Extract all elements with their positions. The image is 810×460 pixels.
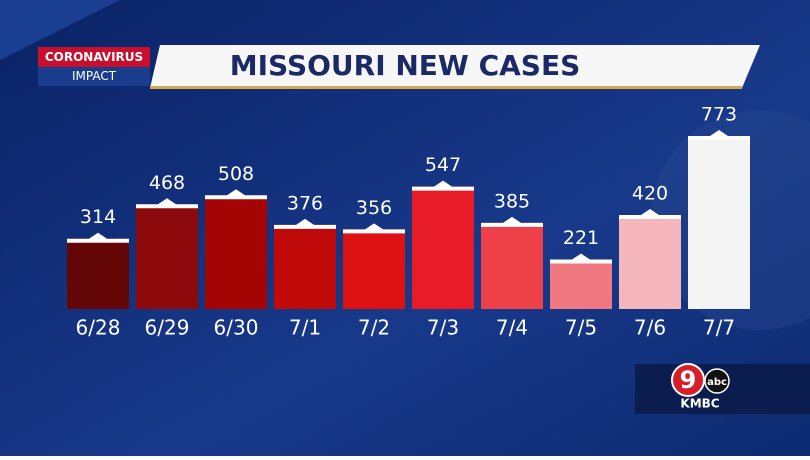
bar-cap xyxy=(550,253,612,264)
value-label: 314 xyxy=(80,206,116,228)
logo-network: abc xyxy=(707,377,727,388)
x-tick-label: 7/6 xyxy=(634,316,666,340)
value-label: 468 xyxy=(149,172,185,194)
logo-station: KMBC xyxy=(680,397,719,411)
title-banner xyxy=(150,45,760,88)
banner-underline xyxy=(150,86,742,89)
bar xyxy=(274,224,336,309)
x-tick-label: 7/1 xyxy=(289,316,321,340)
bar-cap xyxy=(343,223,405,234)
background-stripe xyxy=(0,0,120,60)
tag-box xyxy=(38,47,150,67)
bar xyxy=(550,259,612,309)
x-tick-label: 6/30 xyxy=(214,316,259,340)
value-label: 221 xyxy=(563,227,599,249)
value-label: 356 xyxy=(356,197,392,219)
bar-cap xyxy=(619,209,681,220)
x-tick-label: 7/3 xyxy=(427,316,459,340)
bar-cap xyxy=(412,180,474,191)
banner-tag: CORONAVIRUS xyxy=(45,50,143,64)
bar xyxy=(412,186,474,309)
logo-network-circle xyxy=(704,368,730,394)
bar xyxy=(688,136,750,309)
bar xyxy=(205,195,267,309)
value-label: 508 xyxy=(218,163,254,185)
subtag-box xyxy=(38,67,150,86)
value-label: 376 xyxy=(287,192,323,214)
bar-cap xyxy=(205,189,267,200)
bar-cap xyxy=(481,216,543,227)
value-label: 773 xyxy=(701,104,737,126)
bars: 314 6/28 468 6/29 508 6/30 376 7/1 356 7/2 547 7/3 3… xyxy=(67,104,750,340)
x-tick-label: 7/2 xyxy=(358,316,390,340)
bar xyxy=(343,229,405,309)
bar xyxy=(619,215,681,309)
x-tick-label: 6/29 xyxy=(145,316,190,340)
banner-subtag: IMPACT xyxy=(72,69,117,83)
value-label: 547 xyxy=(425,154,461,176)
x-tick-label: 7/7 xyxy=(703,316,735,340)
x-tick-label: 7/4 xyxy=(496,316,528,340)
bar-cap xyxy=(136,198,198,209)
chart-title: MISSOURI NEW CASES xyxy=(230,49,581,82)
value-label: 385 xyxy=(494,190,530,212)
bar xyxy=(481,222,543,309)
bar-cap xyxy=(688,130,750,140)
value-label: 420 xyxy=(632,183,668,205)
x-tick-label: 6/28 xyxy=(76,316,121,340)
bar-cap xyxy=(274,218,336,229)
bar-cap xyxy=(67,232,129,243)
logo-number: 9 xyxy=(680,366,697,394)
bar xyxy=(136,204,198,309)
bar xyxy=(67,238,129,309)
logo-circle xyxy=(671,363,705,397)
x-tick-label: 7/5 xyxy=(565,316,597,340)
